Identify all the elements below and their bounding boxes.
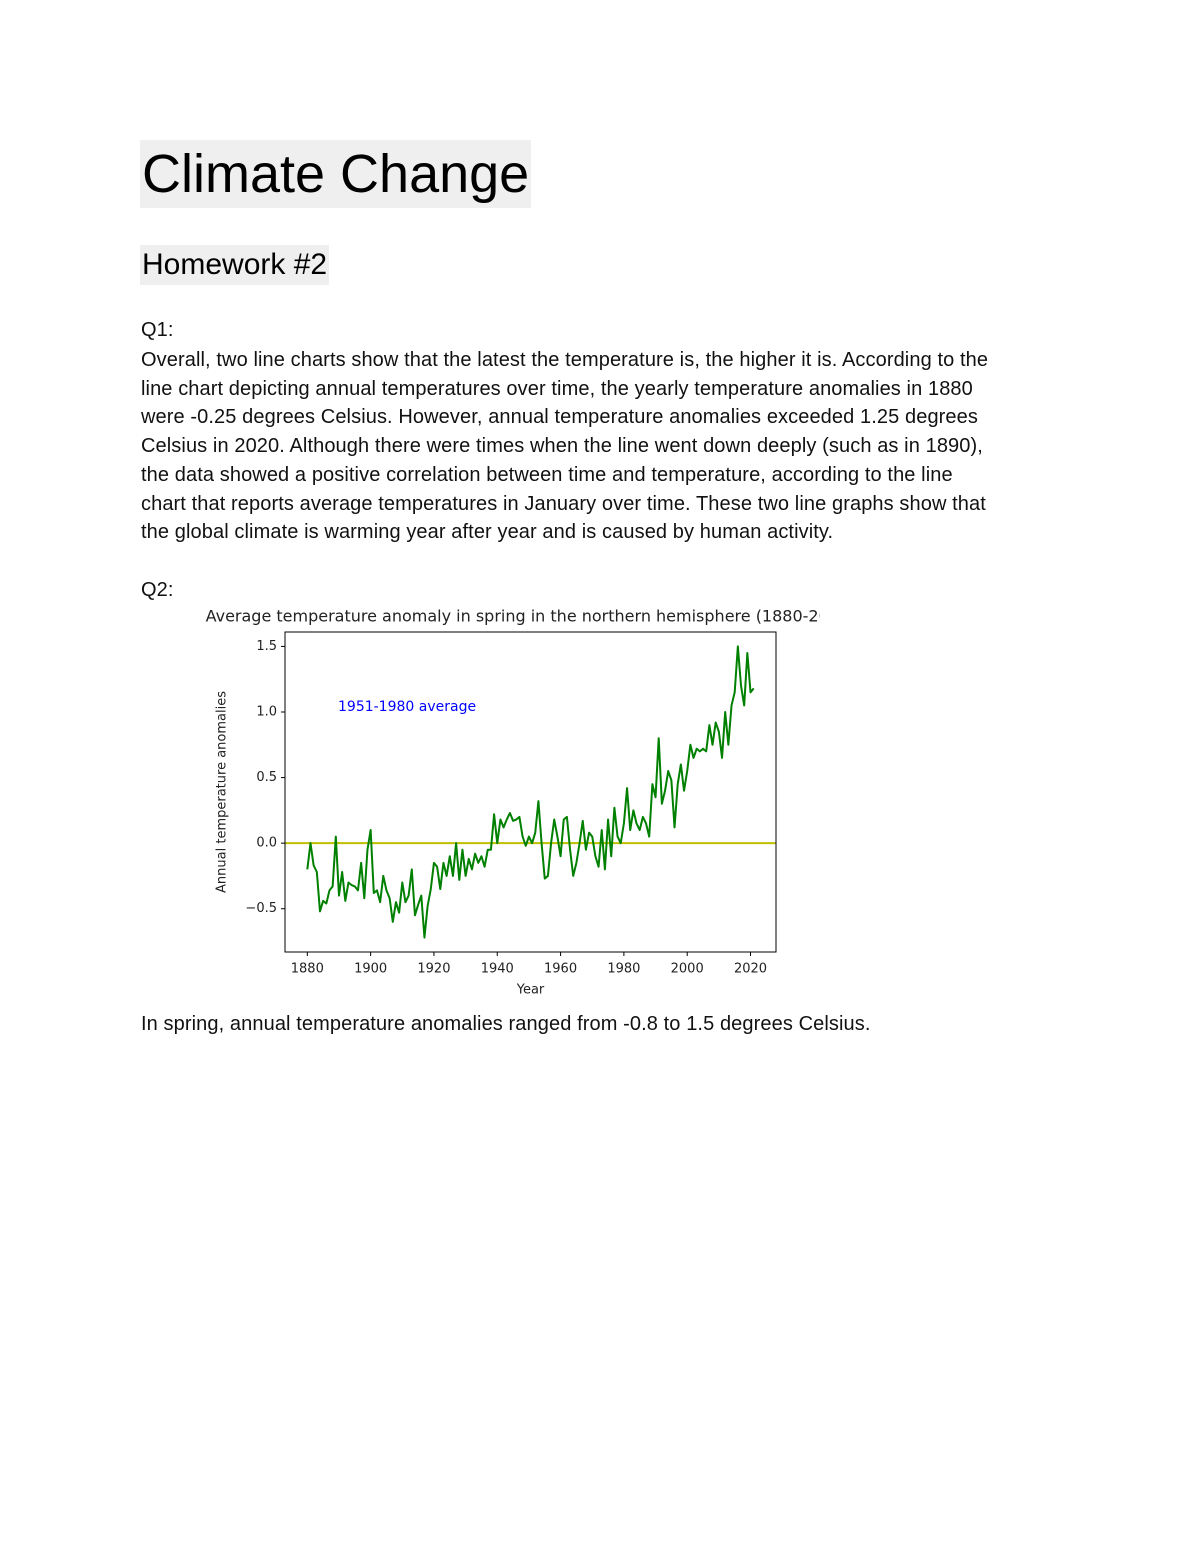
caption: In spring, annual temperature anomalies … <box>141 1013 871 1035</box>
doc-subtitle: Homework #2 <box>140 245 330 285</box>
x-tick-label: 2000 <box>671 962 704 977</box>
paragraph-line: line chart depicting annual temperatures… <box>141 377 973 400</box>
y-tick-label: 1.5 <box>256 639 277 654</box>
data-line <box>306 645 755 939</box>
paragraph-line: Overall, two line charts show that the l… <box>141 349 989 371</box>
x-axis-label: Year <box>516 983 545 998</box>
paragraph-line: the data showed a positive correlation b… <box>141 463 953 486</box>
x-tick-label: 1880 <box>291 962 324 977</box>
y-tick-label: −0.5 <box>245 901 277 916</box>
x-tick-label: 1960 <box>544 962 577 977</box>
x-tick-label: 1920 <box>417 962 450 977</box>
doc-title: Climate Change <box>140 140 532 208</box>
question-label: Q1: <box>141 319 174 341</box>
paragraph-line: Celsius in 2020. Although there were tim… <box>141 435 983 458</box>
paragraph-line: chart that reports average temperatures … <box>141 492 986 515</box>
annotation: 1951-1980 average <box>338 699 476 715</box>
x-tick-label: 1980 <box>607 962 640 977</box>
x-tick-label: 1940 <box>481 962 514 977</box>
y-axis-label: Annual temperature anomalies <box>215 691 230 893</box>
y-tick-label: 0.5 <box>256 770 277 785</box>
x-tick-label: 2020 <box>734 962 767 977</box>
paragraph-line: were -0.25 degrees Celsius. However, ann… <box>141 406 978 429</box>
x-tick-label: 1900 <box>354 962 387 977</box>
question-label: Q2: <box>141 579 174 601</box>
chart-title: Average temperature anomaly in spring in… <box>206 607 820 626</box>
plot-frame <box>284 631 777 953</box>
paragraph-line: the global climate is warming year after… <box>141 521 834 544</box>
chart: Average temperature anomaly in spring in… <box>206 607 820 998</box>
y-tick-label: 1.0 <box>256 705 277 720</box>
y-tick-label: 0.0 <box>256 836 277 851</box>
